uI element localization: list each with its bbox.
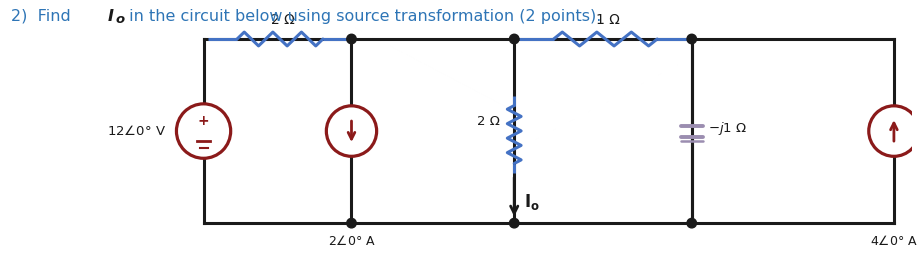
Text: in the circuit below using source transformation (2 points).: in the circuit below using source transf…	[124, 9, 601, 24]
Text: +: +	[198, 114, 210, 128]
Text: 2$\angle$0° A: 2$\angle$0° A	[328, 234, 376, 248]
Text: $-j1\ \Omega$: $-j1\ \Omega$	[708, 120, 747, 137]
Text: I: I	[108, 9, 114, 24]
Text: 12$\angle$0° V: 12$\angle$0° V	[107, 124, 166, 138]
Text: 2 Ω: 2 Ω	[476, 115, 499, 128]
Text: 1 Ω: 1 Ω	[596, 13, 620, 27]
Circle shape	[687, 218, 697, 228]
Text: 4$\angle$0° A: 4$\angle$0° A	[870, 234, 917, 248]
Circle shape	[687, 34, 697, 44]
Circle shape	[347, 218, 356, 228]
Circle shape	[509, 34, 519, 44]
Text: 2 Ω: 2 Ω	[270, 13, 294, 27]
Circle shape	[327, 106, 377, 156]
Circle shape	[347, 34, 356, 44]
Circle shape	[509, 218, 519, 228]
Text: o: o	[115, 13, 125, 26]
Circle shape	[869, 106, 919, 156]
Text: 2)  Find: 2) Find	[11, 9, 76, 24]
Circle shape	[176, 104, 231, 158]
Text: $\mathbf{I_o}$: $\mathbf{I_o}$	[524, 192, 540, 212]
